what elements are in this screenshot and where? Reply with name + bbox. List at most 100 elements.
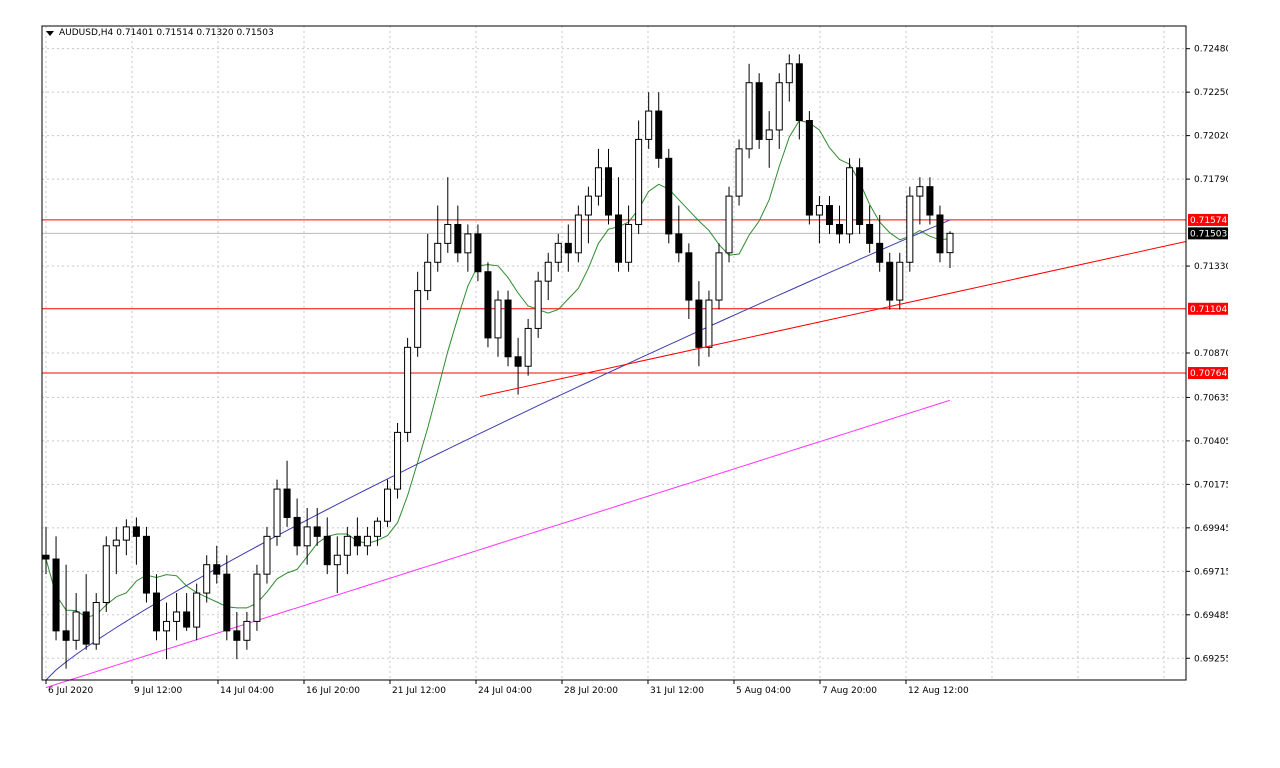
candle [805,111,813,225]
candle [695,281,703,367]
candle [283,460,291,527]
candle [625,205,633,272]
candle [936,205,944,263]
candle-body [655,110,663,159]
price-tag-label: 0.71104 [1190,305,1227,315]
x-tick-label: 24 Jul 04:00 [478,686,532,696]
y-tick-label: 0.70405 [1194,437,1228,447]
candle-body [564,242,572,254]
candle [293,498,301,556]
candle [223,555,231,641]
candle [946,231,954,268]
y-tick-label: 0.70175 [1194,480,1228,490]
candle-body [383,488,392,522]
candle-body [695,299,703,348]
candle [604,148,613,225]
candle-body [42,554,50,560]
candle-body [263,535,271,575]
y-tick-label: 0.72020 [1194,132,1228,142]
ma-slow-line [45,399,951,689]
candle-body [856,167,864,225]
candle [173,593,181,641]
grid [42,26,1186,680]
x-tick-label: 31 Jul 12:00 [650,686,704,696]
candle [112,526,120,575]
candles [42,54,954,669]
candle-body [444,223,452,244]
dropdown-triangle-icon[interactable] [46,30,54,36]
chart-window[interactable]: 0.72480 0.72250 0.72020 0.71790 0.71330 0.708… [40,24,1228,700]
candle [233,611,241,660]
candle [102,536,110,612]
candle-body [815,205,823,216]
candle-body [615,214,623,263]
x-tick-label: 14 Jul 04:00 [220,686,274,696]
candle-body [283,488,291,518]
candle [92,593,100,650]
x-tick-label: 7 Aug 20:00 [822,686,877,696]
price-chart[interactable]: 0.72480 0.72250 0.72020 0.71790 0.71330 0.708… [40,24,1228,700]
price-tag [1188,227,1228,240]
candle [514,337,522,395]
candle-body [72,611,80,641]
candle [615,177,623,272]
candle [363,526,371,556]
candle [203,555,211,603]
candle-body [454,223,462,254]
candle-body [785,63,793,84]
candle [373,517,381,546]
candle [243,611,251,650]
candle [846,158,854,244]
symbol-header: AUDUSD,H4 0.71401 0.71514 0.71320 0.7150… [46,28,274,38]
moving-averages [45,119,951,689]
candle-body [584,195,592,216]
candle-body [524,327,532,367]
candle-body [745,82,753,150]
candle [856,158,864,234]
candle-body [665,157,673,235]
candle [414,271,422,357]
candle-body [846,167,854,235]
candle [163,602,171,660]
candle-body [795,63,803,122]
ma-fast-line [45,119,951,618]
candle [785,54,793,102]
candle-body [404,346,412,433]
horizontal-levels [42,219,1186,374]
candle [896,252,904,310]
candle [635,120,643,234]
candle [72,593,80,650]
candle-body [52,558,60,632]
candle [675,205,683,263]
candle-body [82,611,90,645]
candle-body [805,120,813,216]
candle [484,262,492,348]
candle-body [896,261,904,301]
price-tag [1188,367,1228,380]
candle-body [926,186,934,216]
candle [876,215,884,272]
x-tick-label: 28 Jul 20:00 [564,686,618,696]
candle [383,479,392,527]
candle-body [173,611,181,622]
candle [504,290,512,367]
candle [62,564,70,669]
candle [835,205,844,244]
candle-body [755,82,763,140]
price-tag-label: 0.71574 [1190,216,1227,226]
candle-body [735,148,743,197]
candle-body [313,526,321,537]
candle [715,243,723,310]
candle-body [414,290,422,348]
candle [353,517,361,556]
ma-mid-line [45,219,951,681]
candle-body [303,526,311,547]
candle-body [765,129,773,140]
y-tick-label: 0.71330 [1194,262,1228,272]
candle-body [685,252,693,301]
candle-body [424,261,432,292]
candle [926,177,934,225]
candle [213,545,221,584]
y-tick-label: 0.70870 [1194,349,1228,359]
candle [444,177,452,253]
